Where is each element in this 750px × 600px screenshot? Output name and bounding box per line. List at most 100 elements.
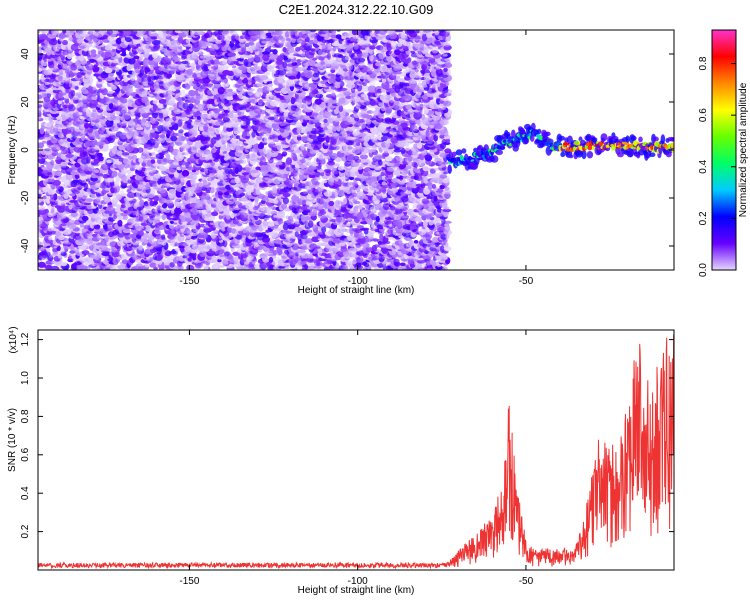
spectrogram-cells [38,30,674,270]
spectrogram-cell [382,152,390,157]
spectrogram-cell [60,261,68,267]
spectrogram-cell [186,264,195,270]
spectrogram-cell [138,230,144,237]
spectrogram-cell [399,262,406,267]
spectrogram-cell [41,140,47,144]
spectrogram-cell [312,209,318,215]
spectrogram-cell [387,174,394,179]
spectrogram-cell [268,256,274,263]
spectrogram-cell [38,206,46,211]
spectrogram-cell [291,243,300,251]
spectrogram-cell [84,122,89,129]
spectrogram-cell [342,197,348,205]
spectrogram-cell [204,244,211,250]
spectrogram-cell [396,155,403,162]
spectrogram-cell [143,238,149,244]
spectrogram-cell [421,198,430,205]
spectrogram-cell [149,262,158,268]
spectrogram-cell [278,265,286,269]
spectrogram-cell [423,220,428,228]
spectrogram-cell [159,134,166,139]
figure-title: C2E1.2024.312.22.10.G09 [279,2,434,17]
spectrogram-cell [365,246,373,253]
spectrogram-cell [214,264,219,269]
spectrogram-cell [373,244,380,248]
spectrogram-cell [45,248,51,253]
spectrogram-cell [81,250,90,256]
spectrogram-cell [144,248,151,255]
spectrogram-cell [400,147,406,154]
spectrogram-cell [132,222,141,227]
spectrogram-cell [123,143,131,149]
spectrogram-cell [347,146,353,150]
spectrogram-cell [109,241,119,248]
spectrogram-cell [69,219,75,223]
spectrogram-cell [416,259,426,264]
spectrogram-cell [442,252,447,258]
spectrogram-cell [44,208,49,214]
spectrogram-cell [96,152,103,158]
spectrogram-cell [69,199,78,203]
spectrogram-cell [413,240,419,244]
spectrogram-cell [440,245,445,254]
spectrogram-cell [152,254,157,261]
spectrogram-cell [416,186,421,191]
spectrogram-cell [422,166,429,172]
spectrogram-cell [169,147,174,153]
spectrogram-cell [55,171,62,177]
spectrogram-cell [132,118,140,122]
spectrogram-cell [344,109,354,113]
spectrogram-cell [307,262,312,266]
spectrogram-cell [169,106,174,111]
spectrogram-cell [297,249,306,254]
spectrogram-cell [251,153,256,159]
spectrogram-cell [53,267,59,270]
spectrogram-cell [309,243,318,250]
spectrogram-cell [381,181,387,186]
spectrogram-cell [395,259,400,263]
spectrogram-cell [116,204,122,208]
spectrogram-cell [429,259,436,266]
spectrogram-cell [292,153,298,161]
spectrogram-cell [260,255,269,259]
spectrogram-cell [223,251,230,257]
spectrogram-cell [92,109,97,113]
spectrogram-cell [80,265,88,270]
spectrogram-cell [263,146,269,155]
spectrogram-cell [47,236,53,241]
spectrogram-cell [121,152,130,156]
spectrogram-cell [151,151,156,156]
spectrogram-cell [366,110,374,114]
spectrogram-cell [270,230,279,238]
spectrogram-cell [432,183,436,189]
spectrogram-cell [181,169,190,177]
spectrogram-cell [356,225,364,229]
spectrogram-cell [180,135,186,142]
spectrogram-cell [219,253,225,258]
spectrogram-cell [386,245,394,250]
spectrogram-cell [322,179,328,184]
spectrogram-cell [137,147,144,153]
spectrogram-cell [121,259,129,264]
spectrogram-cell [370,214,378,218]
spectrogram-cell [281,151,288,157]
spectrogram-cell [38,261,46,268]
spectrogram-cell [337,166,345,171]
spectrogram-cell [139,199,145,207]
spectrogram-cell [50,159,55,166]
spectrogram-cell [385,156,393,162]
spectrogram-cell [219,264,225,268]
spectrogram-cell [314,181,320,186]
spectrogram-cell [44,264,53,270]
spectrogram-cell [93,169,100,173]
spectrogram-cell [72,179,80,184]
spectrogram-cell [85,198,94,203]
spectrogram-cell [411,124,418,132]
spectrogram-cell [363,262,370,268]
spectrogram-cell [308,220,314,228]
spectrogram-cell [135,263,144,270]
spectrogram-cell [323,118,328,123]
spectrogram-cell [337,200,343,205]
